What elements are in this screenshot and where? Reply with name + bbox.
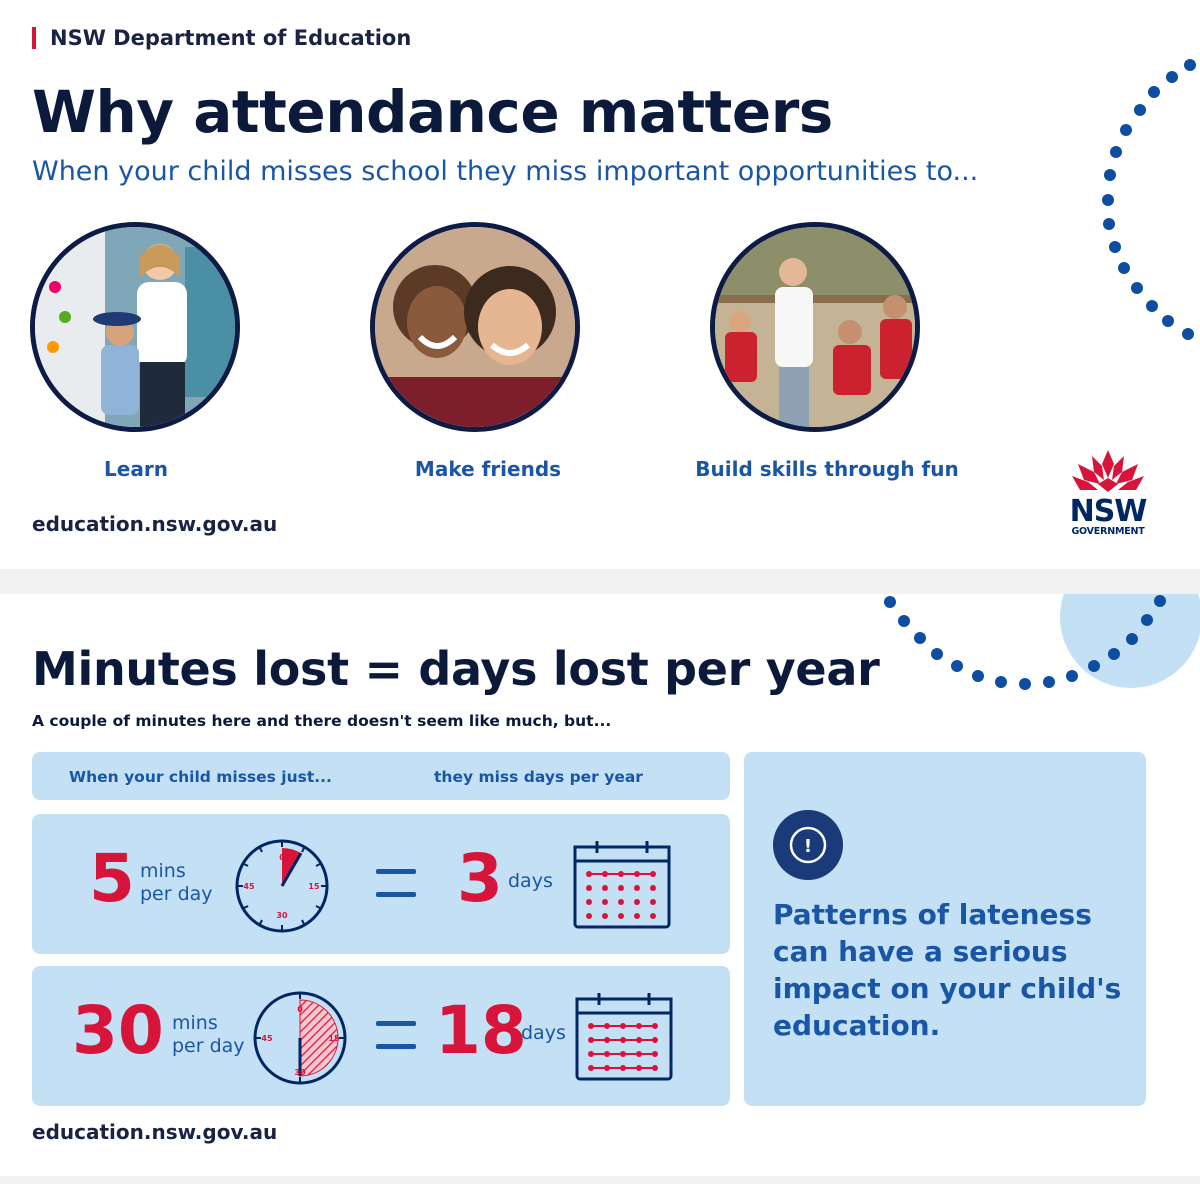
- minutes-unit: mins per day: [140, 860, 213, 905]
- calendar-day-dot: [602, 913, 608, 919]
- department-label: NSW Department of Education: [32, 26, 411, 50]
- calendar-day-dot: [588, 1037, 594, 1043]
- calendar-day-dot: [620, 1051, 626, 1057]
- why-attendance-panel: NSW Department of Education Why attendan…: [0, 0, 1200, 569]
- calendar-day-dot: [588, 1051, 594, 1057]
- clock-hand: [280, 852, 303, 887]
- svg-text:30: 30: [294, 1068, 306, 1077]
- minutes-value: 30: [72, 992, 164, 1069]
- equals-sign: [376, 1021, 416, 1049]
- website-url[interactable]: education.nsw.gov.au: [32, 512, 278, 536]
- photo-make-friends: [370, 222, 580, 432]
- calendar-day-dot: [604, 1023, 610, 1029]
- calendar-day-dot: [652, 1023, 658, 1029]
- calendar-day-dot: [650, 899, 656, 905]
- minutes-lost-panel: Minutes lost = days lost per year A coup…: [0, 594, 1200, 1176]
- calendar-day-dot: [650, 885, 656, 891]
- calendar-icon: [573, 841, 671, 929]
- caption-learn: Learn: [104, 457, 168, 481]
- calendar-day-dot: [636, 1065, 642, 1071]
- days-unit: days: [508, 870, 553, 892]
- calendar-day-dot: [634, 899, 640, 905]
- svg-text:45: 45: [243, 882, 255, 891]
- website-url[interactable]: education.nsw.gov.au: [32, 1120, 278, 1144]
- calendar-day-dot: [604, 1065, 610, 1071]
- clock-icon: 0 15 30 45: [235, 839, 329, 933]
- dotted-curve-decoration: [884, 595, 1166, 690]
- calendar-day-dot: [634, 885, 640, 891]
- row-5-mins: 5 mins per day 0 15 30 45 3 days: [32, 814, 730, 954]
- clock-fill: [299, 999, 339, 1077]
- calendar-icon: [575, 993, 673, 1081]
- page-title: Why attendance matters: [32, 78, 833, 146]
- page-subtitle: When your child misses school they miss …: [32, 156, 979, 187]
- svg-text:!: !: [804, 836, 812, 857]
- caption-build-skills: Build skills through fun: [695, 457, 959, 481]
- days-value: 3: [457, 840, 503, 917]
- svg-text:15: 15: [328, 1034, 340, 1043]
- calendar-day-dot: [618, 899, 624, 905]
- section-title: Minutes lost = days lost per year: [32, 642, 880, 696]
- svg-text:30: 30: [276, 911, 288, 920]
- clock-icon: 0 15 30 45: [253, 991, 347, 1085]
- logo-nsw-text: NSW: [1069, 494, 1148, 529]
- calendar-day-dot: [618, 885, 624, 891]
- header-left-label: When your child misses just...: [69, 768, 332, 786]
- photo-build-skills: [710, 222, 920, 432]
- accent-bar: [32, 27, 36, 49]
- calendar-day-dot: [602, 899, 608, 905]
- calendar-day-dot: [586, 899, 592, 905]
- section-subtitle: A couple of minutes here and there doesn…: [32, 712, 612, 730]
- calendar-day-dot: [602, 871, 608, 877]
- caption-make-friends: Make friends: [414, 457, 562, 481]
- calendar-day-dot: [586, 913, 592, 919]
- calendar-day-dot: [650, 913, 656, 919]
- exclamation-icon: !: [773, 810, 843, 880]
- calendar-day-dot: [604, 1051, 610, 1057]
- svg-text:0: 0: [297, 1005, 303, 1014]
- row-30-mins: 30 mins per day 0 15 30 45 1: [32, 966, 730, 1106]
- dotted-arc-decoration: [1102, 59, 1196, 340]
- svg-text:45: 45: [261, 1034, 273, 1043]
- calendar-day-dot: [652, 1051, 658, 1057]
- calendar-day-dot: [618, 871, 624, 877]
- svg-text:15: 15: [308, 882, 320, 891]
- calendar-day-dot: [602, 885, 608, 891]
- calendar-day-dot: [620, 1065, 626, 1071]
- lateness-alert-card: ! Patterns of lateness can have a seriou…: [744, 752, 1146, 1106]
- header-right-label: they miss days per year: [434, 768, 643, 786]
- calendar-day-dot: [650, 871, 656, 877]
- calendar-day-dot: [636, 1051, 642, 1057]
- calendar-day-dot: [634, 913, 640, 919]
- alert-message: Patterns of lateness can have a serious …: [773, 898, 1122, 1042]
- calendar-day-dot: [652, 1065, 658, 1071]
- calendar-day-dot: [620, 1023, 626, 1029]
- equals-sign: [376, 869, 416, 897]
- table-header: When your child misses just... they miss…: [32, 752, 730, 800]
- nsw-government-logo: NSW GOVERNMENT: [1068, 448, 1148, 538]
- waratah-icon: [1072, 450, 1144, 492]
- photo-learn: [30, 222, 240, 432]
- calendar-day-dot: [618, 913, 624, 919]
- calendar-day-dot: [636, 1037, 642, 1043]
- calendar-day-dot: [620, 1037, 626, 1043]
- calendar-day-dot: [636, 1023, 642, 1029]
- days-value: 18: [435, 992, 527, 1069]
- calendar-day-dot: [586, 871, 592, 877]
- calendar-day-dot: [604, 1037, 610, 1043]
- svg-text:0: 0: [279, 853, 285, 862]
- calendar-day-dot: [586, 885, 592, 891]
- minutes-unit: mins per day: [172, 1012, 245, 1057]
- days-unit: days: [521, 1022, 566, 1044]
- calendar-day-dot: [652, 1037, 658, 1043]
- calendar-day-dot: [588, 1023, 594, 1029]
- calendar-day-dot: [588, 1065, 594, 1071]
- minutes-value: 5: [89, 840, 135, 917]
- logo-government-text: GOVERNMENT: [1071, 526, 1145, 537]
- calendar-day-dot: [634, 871, 640, 877]
